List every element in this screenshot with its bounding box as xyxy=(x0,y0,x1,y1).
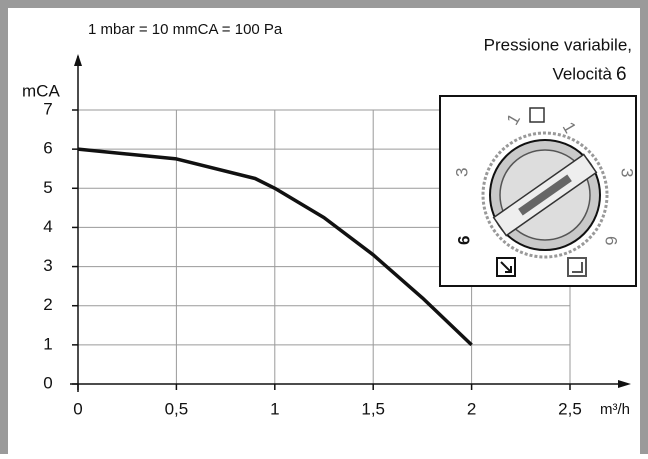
x-tick-label: 1 xyxy=(270,399,279,418)
dial-inset: 1 1 3 3 6 6 xyxy=(439,95,637,287)
x-tick-label: 1,5 xyxy=(361,399,385,418)
x-arrow xyxy=(618,380,631,388)
dial-scale xyxy=(481,131,609,259)
x-tick-label: 0,5 xyxy=(165,399,189,418)
y-tick-label: 4 xyxy=(43,217,52,236)
x-tick-label: 2 xyxy=(467,399,476,418)
icon xyxy=(529,107,545,123)
y-tick-label: 0 xyxy=(43,373,52,392)
dial-label: 6 xyxy=(454,236,473,245)
y-arrow xyxy=(74,54,82,66)
x-axis-label: m³/h xyxy=(600,401,630,418)
axes xyxy=(70,54,631,392)
x-tick-label: 0 xyxy=(73,399,82,418)
icon xyxy=(572,262,583,273)
icon xyxy=(567,257,587,277)
y-tick-label: 1 xyxy=(43,334,52,353)
y-tick-label: 7 xyxy=(43,99,52,118)
note: 1 mbar = 10 mmCA = 100 Pa xyxy=(88,21,283,38)
y-axis-label: mCA xyxy=(22,81,60,100)
legend-speed: 6 xyxy=(616,64,627,85)
dial-pointer xyxy=(518,174,572,216)
legend-line-1: Pressione variabile, xyxy=(484,35,632,54)
legend-line-2: Velocità xyxy=(552,64,612,83)
dial-label: 3 xyxy=(618,168,637,177)
y-tick-label: 3 xyxy=(43,256,52,275)
dial-label: 6 xyxy=(602,236,621,245)
icon xyxy=(500,261,512,273)
y-tick-label: 5 xyxy=(43,178,52,197)
y-tick-label: 6 xyxy=(43,139,52,158)
dial-label: 3 xyxy=(452,168,471,177)
y-tick-label: 2 xyxy=(43,295,52,314)
x-tick-label: 2,5 xyxy=(558,399,582,418)
curve xyxy=(77,147,473,347)
